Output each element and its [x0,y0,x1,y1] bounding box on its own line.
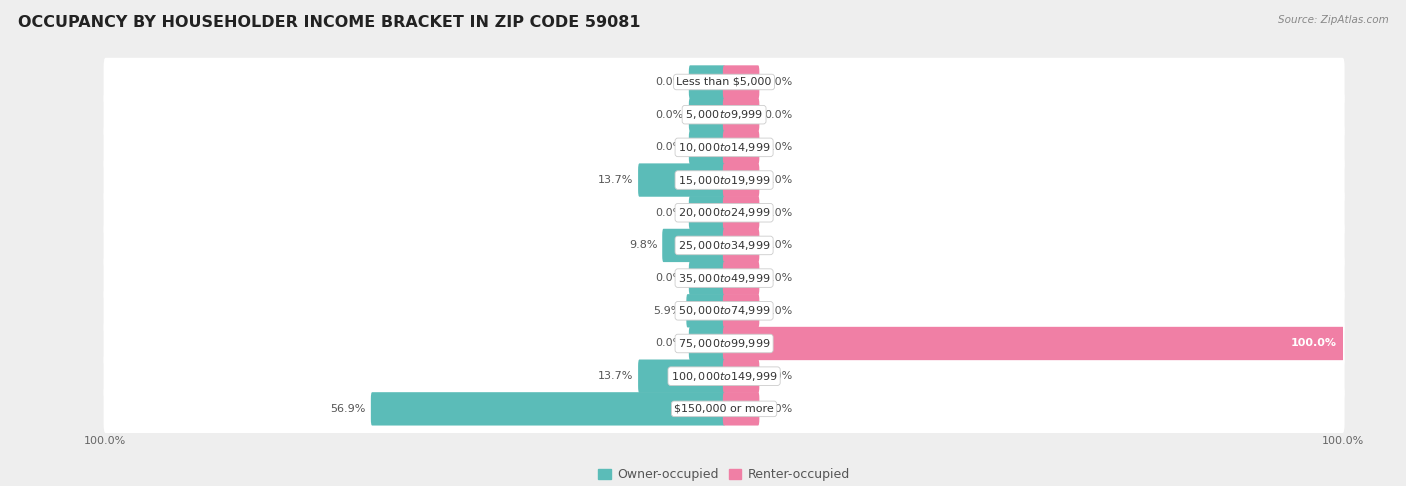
Text: 0.0%: 0.0% [765,77,793,87]
Text: 0.0%: 0.0% [655,110,683,120]
Text: $50,000 to $74,999: $50,000 to $74,999 [678,304,770,317]
Text: $15,000 to $19,999: $15,000 to $19,999 [678,174,770,187]
FancyBboxPatch shape [689,196,725,229]
Text: 9.8%: 9.8% [628,241,657,250]
Text: $150,000 or more: $150,000 or more [675,404,773,414]
FancyBboxPatch shape [723,392,759,426]
Text: $35,000 to $49,999: $35,000 to $49,999 [678,272,770,285]
FancyBboxPatch shape [104,58,1344,106]
Text: 0.0%: 0.0% [655,77,683,87]
FancyBboxPatch shape [638,360,725,393]
FancyBboxPatch shape [104,319,1344,368]
FancyBboxPatch shape [723,294,759,328]
FancyBboxPatch shape [686,294,725,328]
FancyBboxPatch shape [723,327,1344,360]
FancyBboxPatch shape [638,163,725,197]
FancyBboxPatch shape [723,65,759,99]
FancyBboxPatch shape [689,65,725,99]
Text: 100.0%: 100.0% [1291,338,1337,348]
Text: $5,000 to $9,999: $5,000 to $9,999 [685,108,763,121]
FancyBboxPatch shape [104,385,1344,433]
FancyBboxPatch shape [689,131,725,164]
FancyBboxPatch shape [371,392,725,426]
FancyBboxPatch shape [723,131,759,164]
FancyBboxPatch shape [104,254,1344,302]
FancyBboxPatch shape [723,360,759,393]
FancyBboxPatch shape [104,287,1344,335]
Text: $25,000 to $34,999: $25,000 to $34,999 [678,239,770,252]
Text: 0.0%: 0.0% [765,404,793,414]
FancyBboxPatch shape [104,221,1344,270]
Text: 13.7%: 13.7% [598,371,633,381]
FancyBboxPatch shape [689,98,725,131]
Text: $10,000 to $14,999: $10,000 to $14,999 [678,141,770,154]
FancyBboxPatch shape [723,229,759,262]
Text: 5.9%: 5.9% [652,306,682,316]
Legend: Owner-occupied, Renter-occupied: Owner-occupied, Renter-occupied [599,468,849,481]
Text: 0.0%: 0.0% [765,175,793,185]
Text: 0.0%: 0.0% [655,208,683,218]
Text: 0.0%: 0.0% [765,273,793,283]
FancyBboxPatch shape [104,90,1344,139]
Text: $100,000 to $149,999: $100,000 to $149,999 [671,370,778,382]
FancyBboxPatch shape [723,98,759,131]
Text: 0.0%: 0.0% [765,142,793,153]
FancyBboxPatch shape [723,196,759,229]
FancyBboxPatch shape [689,261,725,295]
FancyBboxPatch shape [104,156,1344,204]
Text: 56.9%: 56.9% [330,404,366,414]
Text: $75,000 to $99,999: $75,000 to $99,999 [678,337,770,350]
FancyBboxPatch shape [104,189,1344,237]
Text: Less than $5,000: Less than $5,000 [676,77,772,87]
Text: 0.0%: 0.0% [765,306,793,316]
Text: 0.0%: 0.0% [655,338,683,348]
Text: 0.0%: 0.0% [765,208,793,218]
Text: 0.0%: 0.0% [765,110,793,120]
FancyBboxPatch shape [104,123,1344,172]
Text: 0.0%: 0.0% [765,241,793,250]
Text: 13.7%: 13.7% [598,175,633,185]
FancyBboxPatch shape [723,261,759,295]
Text: OCCUPANCY BY HOUSEHOLDER INCOME BRACKET IN ZIP CODE 59081: OCCUPANCY BY HOUSEHOLDER INCOME BRACKET … [18,15,641,30]
Text: 0.0%: 0.0% [655,142,683,153]
FancyBboxPatch shape [662,229,725,262]
FancyBboxPatch shape [104,352,1344,400]
Text: Source: ZipAtlas.com: Source: ZipAtlas.com [1278,15,1389,25]
Text: 0.0%: 0.0% [765,371,793,381]
FancyBboxPatch shape [723,163,759,197]
Text: $20,000 to $24,999: $20,000 to $24,999 [678,206,770,219]
FancyBboxPatch shape [689,327,725,360]
Text: 0.0%: 0.0% [655,273,683,283]
